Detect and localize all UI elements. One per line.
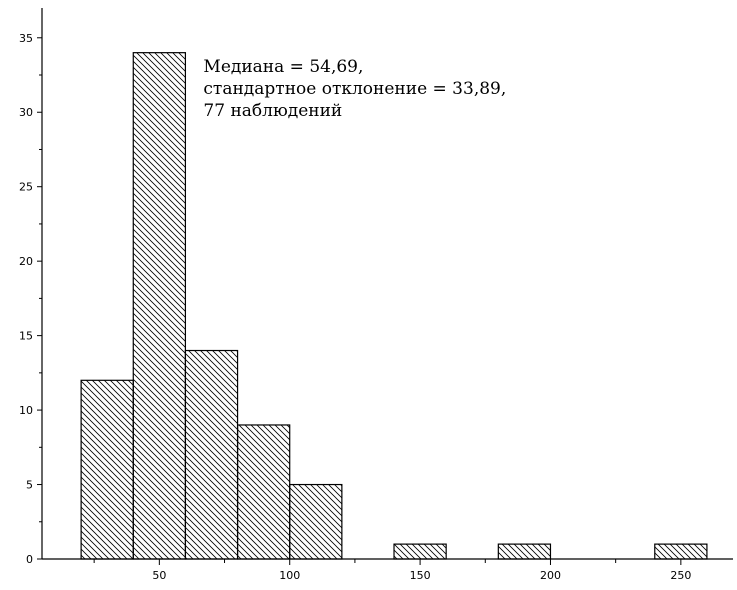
histogram-bar bbox=[654, 543, 708, 560]
x-tick-label: 250 bbox=[670, 569, 691, 582]
y-tick-label: 25 bbox=[19, 181, 33, 194]
histogram-bar bbox=[184, 349, 239, 560]
x-tick-label: 150 bbox=[410, 569, 431, 582]
histogram-bar bbox=[80, 379, 134, 560]
y-tick-label: 35 bbox=[19, 32, 33, 45]
x-tick-label: 50 bbox=[152, 569, 166, 582]
axes-group bbox=[41, 8, 733, 560]
histogram-bar bbox=[289, 483, 343, 560]
y-tick-label: 0 bbox=[26, 553, 33, 566]
histogram-bar bbox=[236, 424, 291, 560]
histogram-bar bbox=[132, 52, 187, 560]
annotation-line: 77 наблюдений bbox=[203, 101, 342, 121]
ticks-group: 0 5 10 15 20 25 30 35 50 100 150 200 250 bbox=[19, 32, 691, 582]
y-tick-label: 20 bbox=[19, 255, 33, 268]
annotation-line: Медиана = 54,69, bbox=[203, 57, 363, 77]
y-tick-label: 30 bbox=[19, 106, 33, 119]
histogram-bar bbox=[497, 543, 552, 560]
x-tick-label: 100 bbox=[279, 569, 300, 582]
y-tick-label: 10 bbox=[19, 404, 33, 417]
bars-group bbox=[80, 52, 708, 560]
y-tick-label: 5 bbox=[26, 479, 33, 492]
annotation-line: стандартное отклонение = 33,89, bbox=[203, 79, 506, 99]
stats-annotation: Медиана = 54,69,стандартное отклонение =… bbox=[203, 57, 506, 121]
histogram-bar bbox=[393, 543, 447, 560]
y-tick-label: 15 bbox=[19, 330, 33, 343]
x-tick-label: 200 bbox=[540, 569, 561, 582]
